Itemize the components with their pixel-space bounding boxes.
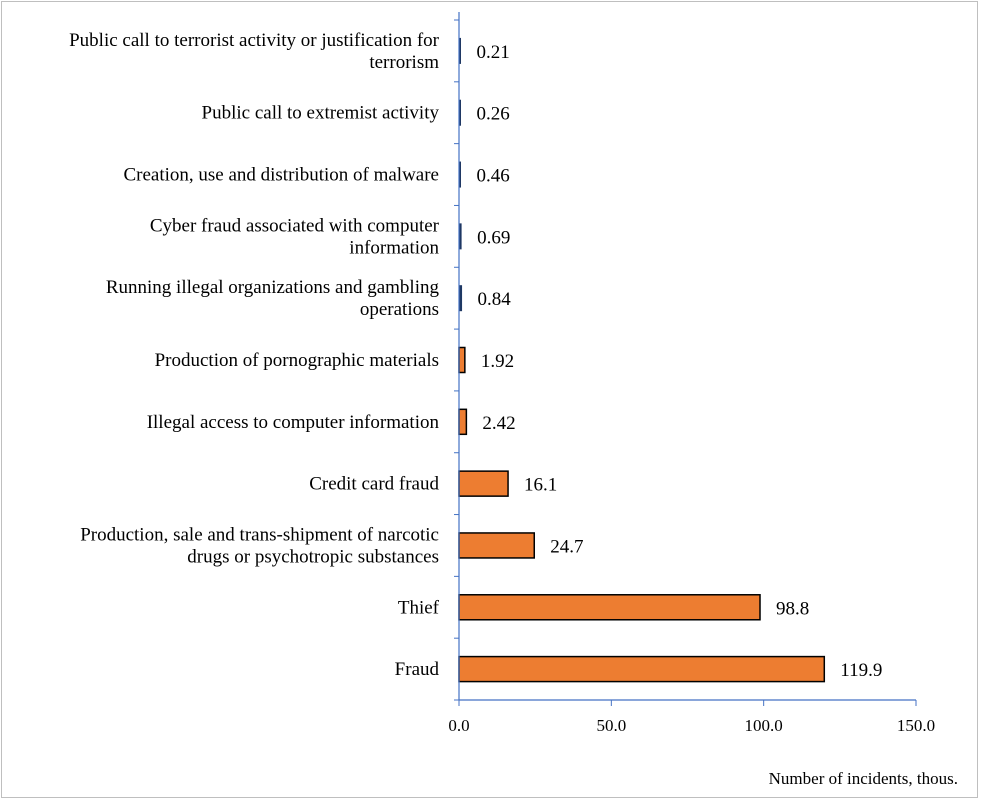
- bar: [458, 470, 509, 497]
- bar: [458, 408, 468, 436]
- category-label: Cyber fraud associated with computer info…: [150, 215, 440, 258]
- value-label: 0.46: [477, 166, 510, 187]
- category-label: Illegal access to computer information: [147, 412, 440, 433]
- category-label: Public call to extremist activity: [202, 103, 440, 124]
- category-label: Production of pornographic materials: [155, 350, 439, 371]
- value-label: 16.1: [524, 475, 557, 496]
- bar: [458, 346, 466, 374]
- category-label: Public call to terrorist activity or jus…: [69, 30, 440, 73]
- value-label: 0.21: [477, 42, 510, 63]
- category-label: Creation, use and distribution of malwar…: [123, 165, 439, 186]
- x-tick-label: 0.0: [448, 716, 469, 735]
- bar: [458, 594, 761, 621]
- value-label: 0.26: [477, 104, 510, 125]
- bar: [458, 655, 826, 683]
- category-label: Fraud: [395, 659, 440, 680]
- x-tick-label: 150.0: [897, 716, 935, 735]
- value-label: 2.42: [482, 413, 515, 434]
- value-label: 0.84: [478, 289, 512, 310]
- value-label: 119.9: [840, 660, 882, 681]
- category-label: Thief: [398, 597, 440, 618]
- value-label: 1.92: [481, 351, 514, 372]
- bar: [458, 532, 536, 559]
- value-label: 98.8: [776, 598, 809, 619]
- value-label: 24.7: [550, 536, 583, 557]
- category-label: Credit card fraud: [309, 474, 439, 495]
- x-tick-label: 50.0: [596, 716, 626, 735]
- category-label: Production, sale and trans-shipment of n…: [80, 524, 439, 567]
- value-label: 0.69: [477, 227, 510, 248]
- x-axis-title: Number of incidents, thous.: [769, 769, 958, 788]
- category-label: Running illegal organizations and gambli…: [106, 277, 440, 320]
- x-tick-label: 100.0: [745, 716, 783, 735]
